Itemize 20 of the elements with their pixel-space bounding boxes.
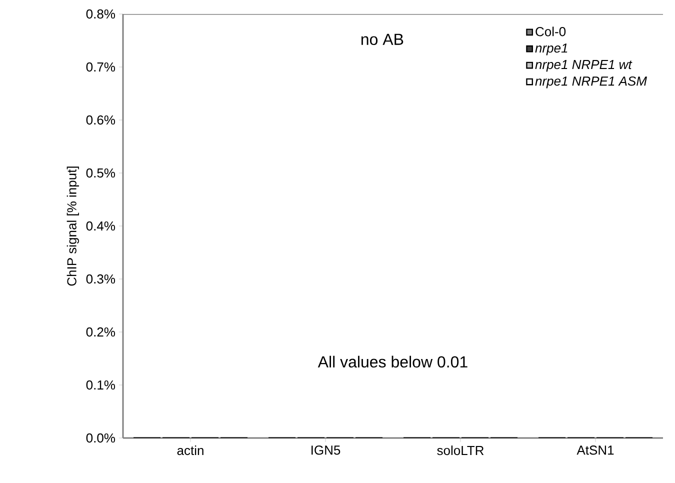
y-tick-label: 0.1% [86, 380, 116, 390]
y-tick-label: 0.5% [86, 168, 116, 178]
legend-label: nrpe1 NRPE1 ASM [535, 76, 647, 88]
y-tick-label: 0.4% [86, 221, 116, 231]
y-tick-label: 0.8% [86, 9, 116, 19]
x-tick-label: actin [177, 446, 204, 456]
y-tick-label: 0.6% [86, 115, 116, 125]
annotation: All values below 0.01 [318, 356, 468, 368]
annotation: no AB [361, 34, 404, 46]
y-tick-label: 0.3% [86, 274, 116, 284]
legend-label: nrpe1 [535, 44, 568, 56]
y-tick-label: 0.0% [86, 433, 116, 443]
x-tick-label: soloLTR [437, 446, 484, 456]
y-tick-label: 0.2% [86, 327, 116, 337]
x-tick-label: AtSN1 [576, 446, 614, 455]
legend-label: Col-0 [536, 26, 566, 36]
y-axis-title: ChIP signal [% input] [66, 166, 79, 286]
x-tick-label: IGN5 [312, 446, 340, 455]
y-tick-label: 0.7% [86, 62, 116, 72]
legend-label: nrpe1 NRPE1 wt [535, 60, 632, 72]
